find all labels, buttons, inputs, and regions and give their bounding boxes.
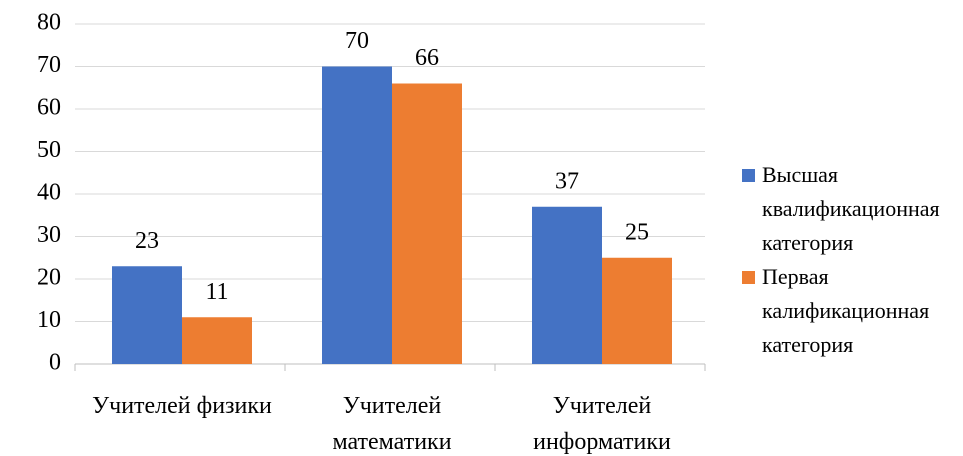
x-tick-label: Учителей математики [332, 393, 452, 455]
data-label: 66 [415, 45, 439, 71]
y-tick-label: 10 [37, 307, 61, 333]
y-tick-label: 80 [37, 10, 61, 36]
bar [112, 266, 182, 364]
bar [602, 257, 672, 364]
y-tick-label: 70 [37, 52, 61, 78]
legend-item: Первая калификационная категория [742, 260, 957, 362]
y-tick-label: 50 [37, 137, 61, 163]
y-tick-label: 20 [37, 265, 61, 291]
legend-label: Высшая квалификационная категория [762, 162, 940, 255]
data-label: 70 [345, 28, 369, 54]
x-tick-label: Учителей физики [92, 393, 272, 419]
data-label: 23 [135, 228, 159, 254]
y-tick-label: 40 [37, 180, 61, 206]
x-tick-label: Учителей информатики [533, 393, 671, 455]
data-label: 25 [625, 219, 649, 245]
bar [182, 317, 252, 364]
y-tick-label: 60 [37, 95, 61, 121]
y-tick-label: 0 [49, 350, 61, 376]
legend-item: Высшая квалификационная категория [742, 158, 957, 260]
data-label: 11 [205, 279, 228, 305]
legend-swatch [742, 271, 755, 284]
bar [532, 206, 602, 364]
data-label: 37 [555, 168, 579, 194]
bar [322, 66, 392, 364]
legend-swatch [742, 169, 755, 182]
legend-label: Первая калификационная категория [762, 264, 930, 357]
y-tick-label: 30 [37, 222, 61, 248]
bar [392, 83, 462, 364]
